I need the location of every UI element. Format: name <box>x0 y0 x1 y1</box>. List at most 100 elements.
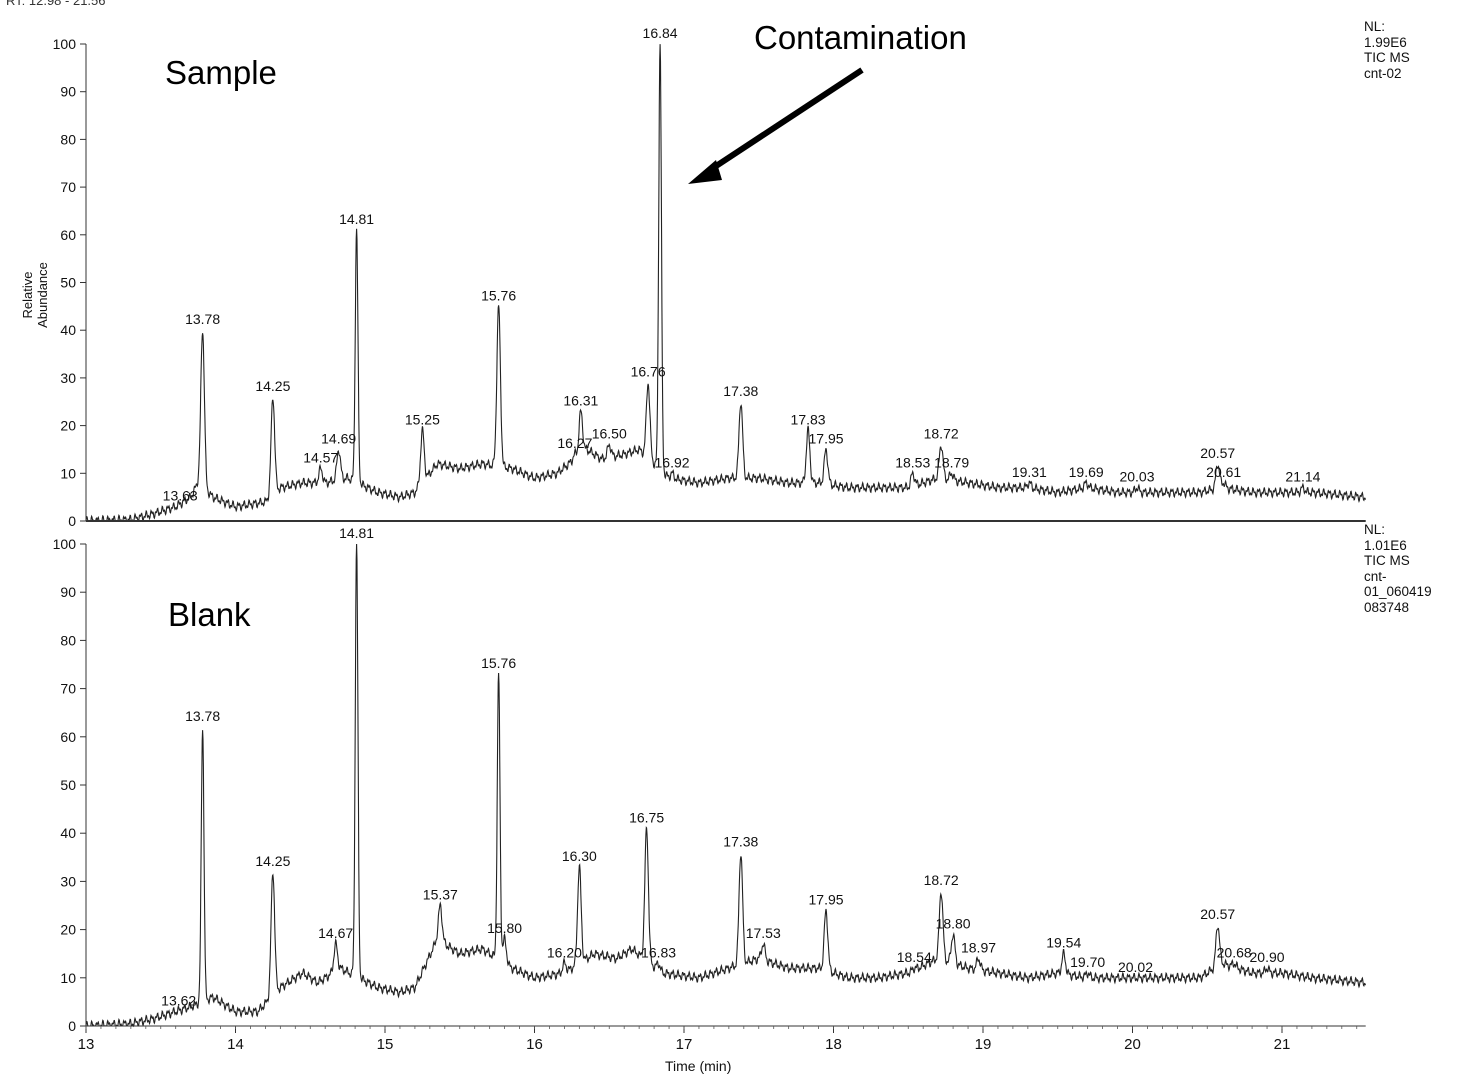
peak-label: 13.78 <box>185 708 220 724</box>
nl-line: cnt-02 <box>1364 65 1402 81</box>
x-tick-label: 14 <box>227 1036 244 1053</box>
peak-label: 14.57 <box>303 450 338 466</box>
peak-label: 18.72 <box>924 426 959 442</box>
y-axis-label: Relative Abundance <box>20 262 50 328</box>
peak-label: 19.69 <box>1069 464 1104 480</box>
sample-chromatogram-panel: 0 10 20 30 40 50 60 70 80 90 100 13.63 13.78 14.25 14.… <box>53 25 1367 529</box>
peak-label: 19.54 <box>1046 935 1081 951</box>
sample-normalization-info: NL: 1.99E6 TIC MS cnt-02 <box>1364 19 1410 81</box>
blank-normalization-info: NL: 1.01E6 TIC MS cnt- 01_060419 083748 <box>1364 522 1432 615</box>
peak-label: 14.25 <box>255 378 290 394</box>
nl-line: NL: <box>1364 19 1386 34</box>
peak-label: 20.68 <box>1217 944 1252 960</box>
peak-label: 20.90 <box>1250 949 1285 965</box>
y-tick-label: 60 <box>60 729 76 745</box>
nl-line: 01_060419 <box>1364 584 1432 599</box>
peak-label: 20.57 <box>1200 445 1235 461</box>
y-tick-label: 20 <box>60 418 76 434</box>
peak-label: 15.80 <box>487 920 522 936</box>
y-tick-label: 90 <box>60 584 76 600</box>
peak-label: 16.50 <box>592 426 627 442</box>
retention-time-range: RT: 12.98 - 21.56 <box>6 0 106 8</box>
peak-label: 14.67 <box>318 925 353 941</box>
y-tick-label: 80 <box>60 131 76 147</box>
peak-label: 14.81 <box>339 525 374 541</box>
peak-label: 15.76 <box>481 655 516 671</box>
x-tick-label: 13 <box>78 1036 95 1053</box>
x-tick-label: 20 <box>1124 1036 1141 1053</box>
y-tick-label: 100 <box>53 36 77 52</box>
y-tick-label: 0 <box>68 513 76 529</box>
peak-label: 15.25 <box>405 411 440 427</box>
peak-label: 18.97 <box>961 940 996 956</box>
y-tick-label: 100 <box>53 536 77 552</box>
blank-panel-label: Blank <box>168 596 251 633</box>
y-tick-label: 10 <box>60 970 76 986</box>
peak-label: 16.92 <box>655 454 690 470</box>
peak-label: 16.27 <box>557 435 592 451</box>
contamination-annotation: Contamination <box>754 19 967 56</box>
peak-label: 13.78 <box>185 311 220 327</box>
x-axis: 13 14 15 16 17 18 19 20 21 <box>78 1026 1358 1053</box>
chromatogram-trace <box>85 543 1367 1028</box>
peak-label: 13.63 <box>163 488 198 504</box>
peak-label: 20.03 <box>1119 469 1154 485</box>
y-tick-label: 30 <box>60 873 76 889</box>
y-tick-label: 80 <box>60 632 76 648</box>
nl-line: cnt- <box>1364 568 1387 584</box>
nl-line: NL: <box>1364 522 1386 537</box>
x-tick-label: 15 <box>377 1036 394 1053</box>
y-tick-label: 40 <box>60 322 76 338</box>
peak-label: 18.80 <box>936 915 971 931</box>
x-tick-label: 17 <box>676 1036 693 1053</box>
y-tick-label: 10 <box>60 465 76 481</box>
contamination-arrow-head <box>688 160 722 184</box>
chromatogram-trace <box>85 44 1367 522</box>
peak-label: 16.83 <box>641 944 676 960</box>
peak-label: 16.76 <box>631 364 666 380</box>
x-tick-label: 21 <box>1274 1036 1291 1053</box>
x-axis-label: Time (min) <box>665 1058 732 1074</box>
y-tick-label: 40 <box>60 825 76 841</box>
peak-label: 19.31 <box>1012 464 1047 480</box>
peak-label: 18.54 <box>897 949 932 965</box>
peak-label: 16.20 <box>547 944 582 960</box>
contamination-arrow-shaft <box>705 67 864 175</box>
sample-panel-label: Sample <box>165 54 277 91</box>
peak-label: 16.75 <box>629 809 664 825</box>
y-tick-label: 20 <box>60 922 76 938</box>
peak-label: 18.72 <box>924 872 959 888</box>
peak-label: 18.79 <box>934 454 969 470</box>
peak-label: 18.53 <box>895 454 930 470</box>
peak-label: 17.95 <box>809 891 844 907</box>
peak-label: 17.38 <box>723 833 758 849</box>
nl-line: 083748 <box>1364 599 1410 615</box>
y-tick-label: 90 <box>60 84 76 100</box>
peak-label: 17.83 <box>791 411 826 427</box>
peak-label: 14.69 <box>321 430 356 446</box>
y-tick-label: 70 <box>60 179 76 195</box>
y-tick-label: 50 <box>60 275 76 291</box>
y-tick-label: 0 <box>68 1018 76 1034</box>
peak-label: 17.38 <box>723 383 758 399</box>
nl-line: 1.01E6 <box>1364 537 1407 553</box>
x-tick-label: 16 <box>526 1036 543 1053</box>
x-tick-label: 19 <box>975 1036 992 1053</box>
y-tick-label: 60 <box>60 227 76 243</box>
y-tick-label: 50 <box>60 777 76 793</box>
peak-label: 20.02 <box>1118 959 1153 975</box>
y-tick-label: 30 <box>60 370 76 386</box>
peak-label: 17.95 <box>809 430 844 446</box>
nl-line: TIC MS <box>1364 50 1410 65</box>
peak-label: 15.37 <box>423 887 458 903</box>
blank-chromatogram-panel: 0 10 20 30 40 50 60 70 80 90 100 13.62 13.78 14.25 14.… <box>53 525 1367 1034</box>
peak-label: 16.84 <box>643 25 678 41</box>
peak-label: 17.53 <box>746 925 781 941</box>
peak-label: 14.81 <box>339 211 374 227</box>
peak-label: 15.76 <box>481 287 516 303</box>
peak-label: 19.70 <box>1070 954 1105 970</box>
peak-label: 20.61 <box>1206 464 1241 480</box>
peak-label: 13.62 <box>161 993 196 1009</box>
nl-line: 1.99E6 <box>1364 34 1407 50</box>
